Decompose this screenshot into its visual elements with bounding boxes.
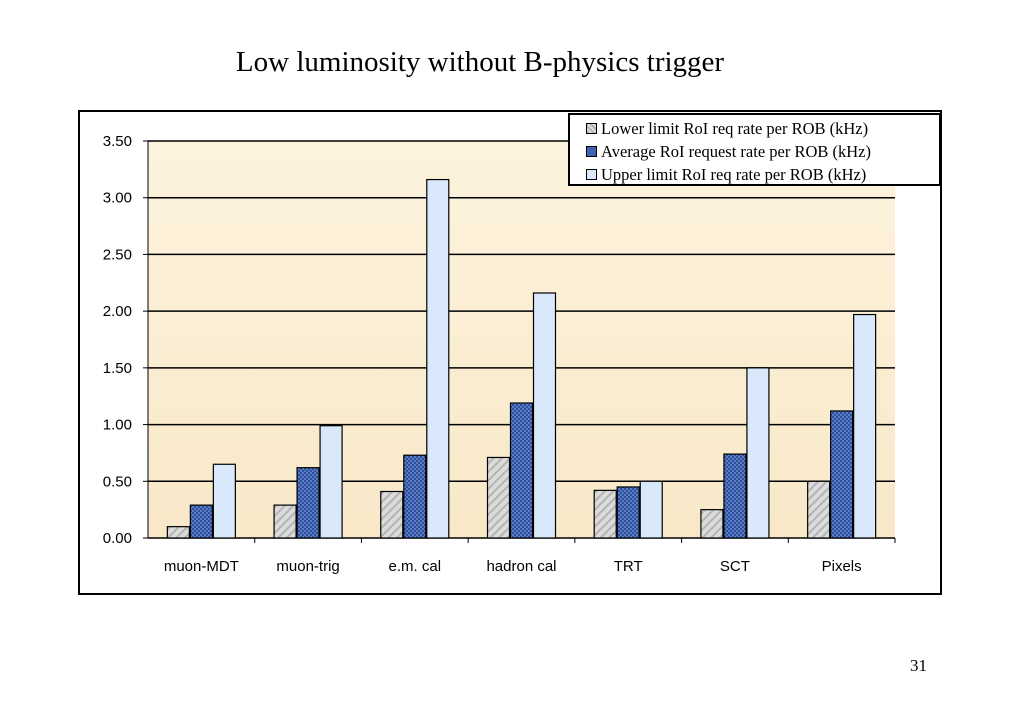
bar-upper — [319, 425, 343, 539]
bar-lower — [700, 509, 724, 539]
bar-lower — [807, 480, 831, 539]
chart-title: Low luminosity without B-physics trigger — [235, 46, 725, 78]
bar-average — [403, 454, 427, 539]
bar-lower — [166, 526, 190, 539]
legend-item-upper: Upper limit RoI req rate per ROB (kHz) — [586, 163, 939, 186]
bar-upper — [853, 313, 877, 539]
legend-swatch-upper — [586, 169, 597, 180]
legend-item-average: Average RoI request rate per ROB (kHz) — [586, 140, 939, 163]
legend-label-average: Average RoI request rate per ROB (kHz) — [601, 141, 872, 161]
page-number: 31 — [910, 656, 927, 675]
y-tick-label: 2.00 — [103, 303, 132, 320]
bar-lower — [380, 490, 404, 539]
category-label: e.m. cal — [389, 558, 442, 575]
category-label: muon-MDT — [164, 558, 239, 575]
bar-average — [723, 453, 747, 539]
bar-upper — [426, 178, 450, 539]
legend-swatch-lower — [586, 123, 597, 134]
y-tick-label: 3.00 — [103, 190, 132, 207]
legend-label-lower: Lower limit RoI req rate per ROB (kHz) — [601, 118, 869, 138]
bar-average — [830, 410, 854, 539]
bar-upper — [212, 463, 236, 539]
bar-average — [616, 486, 640, 539]
y-tick-label: 3.50 — [103, 133, 132, 150]
bar-average — [509, 402, 534, 539]
legend-item-lower: Lower limit RoI req rate per ROB (kHz) — [586, 117, 939, 140]
category-label: Pixels — [822, 558, 862, 575]
category-label: hadron cal — [486, 558, 556, 575]
bar-upper — [746, 367, 770, 539]
category-label: TRT — [614, 558, 643, 575]
bar-upper — [639, 480, 663, 539]
bar-average — [189, 504, 213, 539]
legend-swatch-average — [586, 146, 597, 157]
category-label: SCT — [720, 558, 750, 575]
chart-legend: Lower limit RoI req rate per ROB (kHz) A… — [568, 113, 941, 186]
y-tick-label: 2.50 — [103, 246, 132, 263]
legend-label-upper: Upper limit RoI req rate per ROB (kHz) — [601, 164, 867, 184]
y-tick-label: 0.00 — [103, 530, 132, 547]
bar-average — [296, 467, 320, 539]
bar-lower — [593, 489, 617, 539]
y-tick-label: 1.50 — [103, 360, 132, 377]
category-label: muon-trig — [276, 558, 339, 575]
bar-upper — [532, 292, 557, 539]
bar-lower — [273, 504, 297, 539]
y-tick-label: 1.00 — [103, 417, 132, 434]
bar-lower — [486, 456, 511, 539]
y-tick-label: 0.50 — [103, 473, 132, 490]
